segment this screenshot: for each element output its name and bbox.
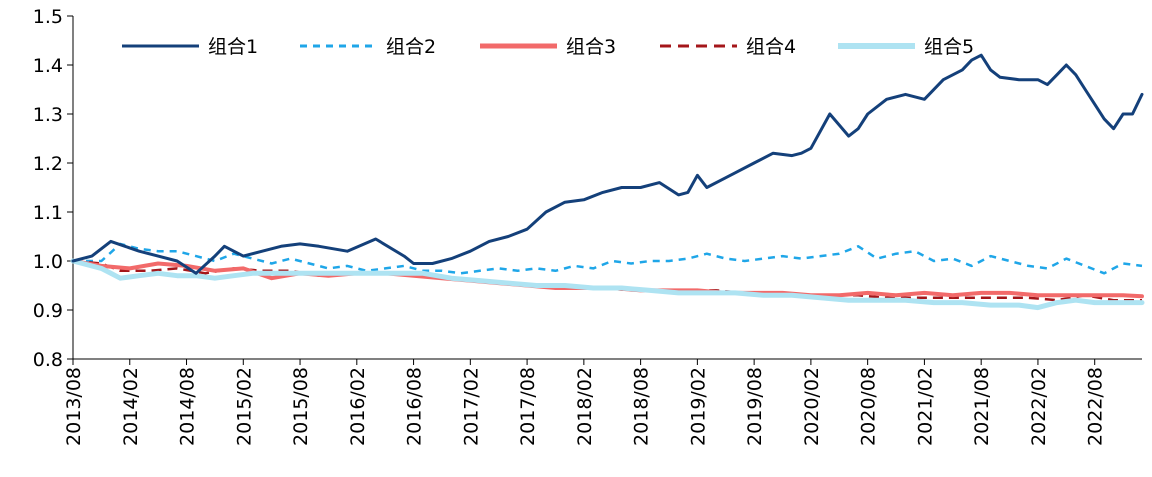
legend-label-5: 组合5 (924, 36, 974, 58)
x-tick-label: 2017/08 (517, 367, 539, 446)
x-tick-label: 2021/08 (971, 367, 993, 446)
x-tick-label: 2018/02 (574, 367, 596, 446)
y-tick-label: 1.4 (33, 55, 63, 77)
x-tick-label: 2019/02 (687, 367, 709, 446)
series-line-3 (71, 259, 1144, 299)
legend-label-4: 组合4 (746, 36, 796, 58)
y-tick-label: 0.8 (33, 349, 63, 371)
y-tick-label: 1.5 (33, 6, 63, 28)
x-tick-label: 2020/02 (801, 367, 823, 446)
x-tick-label: 2017/02 (460, 367, 482, 446)
y-tick-label: 1.3 (33, 104, 63, 126)
legend-label-2: 组合2 (386, 36, 436, 58)
y-tick-label: 1.2 (33, 153, 63, 175)
legend-label-3: 组合3 (566, 36, 616, 58)
x-tick-label: 2016/02 (347, 367, 369, 446)
x-tick-label: 2016/08 (404, 367, 426, 446)
x-tick-label: 2022/08 (1085, 367, 1107, 446)
x-tick-label: 2015/02 (233, 367, 255, 446)
y-tick-label: 1.1 (33, 202, 63, 224)
x-tick-label: 2020/08 (858, 367, 880, 446)
x-tick-label: 2021/02 (914, 367, 936, 446)
series-line-1 (71, 53, 1144, 275)
x-tick-label: 2022/02 (1028, 367, 1050, 446)
x-tick-label: 2014/02 (120, 367, 142, 446)
x-tick-label: 2015/08 (290, 367, 312, 446)
y-tick-label: 1.0 (33, 251, 63, 273)
y-tick-label: 0.9 (33, 300, 63, 322)
legend-label-1: 组合1 (208, 36, 258, 58)
x-tick-label: 2013/08 (63, 367, 85, 446)
x-tick-label: 2019/08 (744, 367, 766, 446)
series-line-5 (70, 258, 1145, 311)
x-tick-label: 2014/08 (177, 367, 199, 446)
x-tick-label: 2018/08 (631, 367, 653, 446)
series-line-2 (73, 242, 1143, 275)
